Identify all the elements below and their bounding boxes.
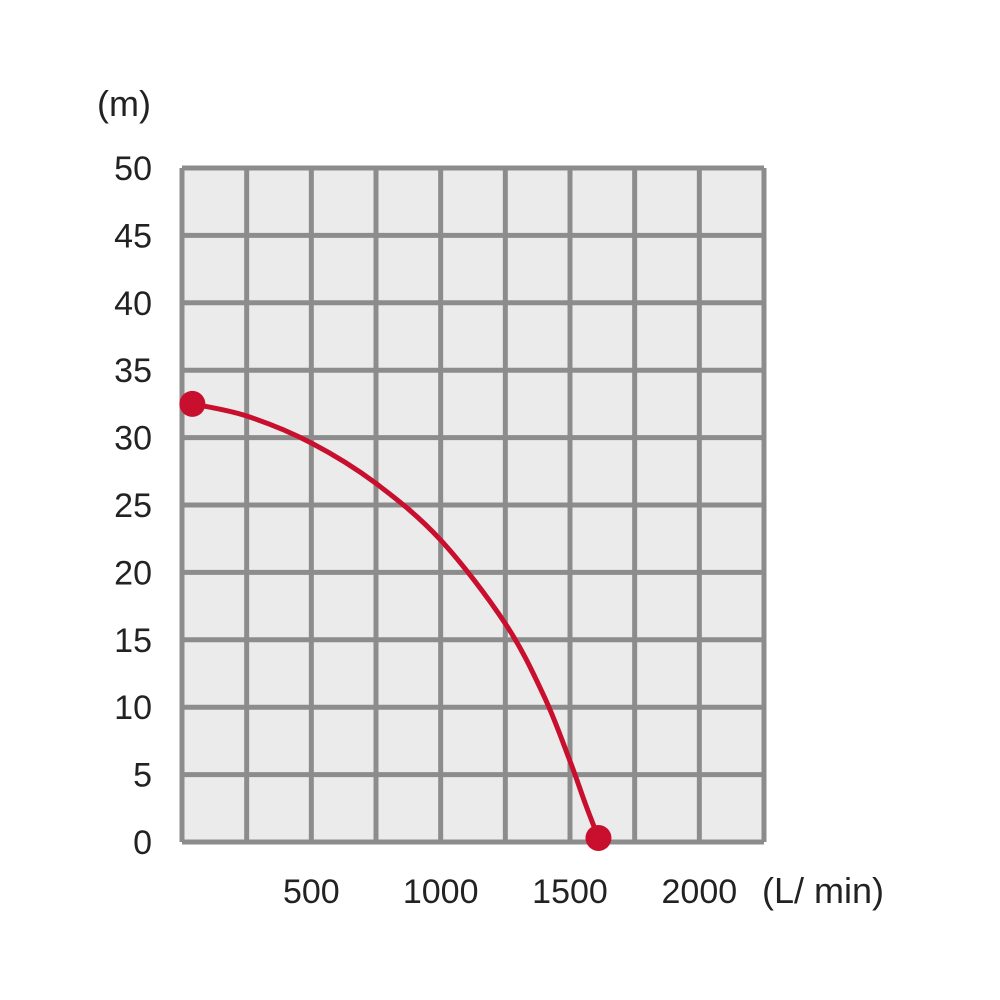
y-tick-label: 45 — [114, 217, 152, 255]
x-tick-label: 2000 — [662, 873, 738, 911]
y-tick-label: 40 — [114, 285, 152, 323]
y-tick-label: 20 — [114, 554, 152, 592]
curve-endpoints — [179, 390, 612, 851]
x-tick-label: 500 — [283, 873, 340, 911]
head-flow-curve — [191, 401, 601, 839]
y-axis-unit-label: (m) — [97, 83, 151, 124]
y-axis-tick-labels: 0 5 10 15 20 25 30 35 40 45 50 — [114, 150, 152, 862]
y-tick-label: 0 — [133, 824, 152, 862]
x-axis-unit-label: (L/ min) — [762, 870, 884, 911]
curve-end-point — [585, 824, 612, 851]
x-tick-label: 1500 — [532, 873, 608, 911]
x-axis-tick-labels: 500 1000 1500 2000 — [283, 873, 737, 911]
y-tick-label: 30 — [114, 420, 152, 458]
horizontal-gridlines — [182, 165, 764, 845]
y-tick-label: 35 — [114, 352, 152, 390]
y-tick-label: 15 — [114, 622, 152, 660]
curve-start-point — [179, 390, 206, 417]
y-tick-label: 10 — [114, 689, 152, 727]
y-tick-label: 50 — [114, 150, 152, 188]
x-tick-label: 1000 — [403, 873, 479, 911]
y-tick-label: 25 — [114, 487, 152, 525]
y-tick-label: 5 — [133, 757, 152, 795]
